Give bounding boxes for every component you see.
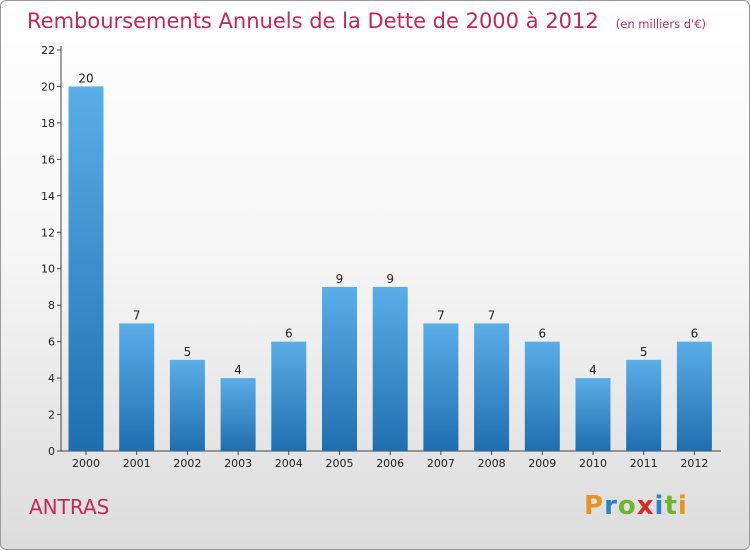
bars <box>68 86 712 452</box>
x-tick-label: 2006 <box>376 457 404 470</box>
data-label: 20 <box>78 71 93 85</box>
y-tick-label: 18 <box>41 117 55 130</box>
logo-letter: o <box>617 491 637 521</box>
y-tick-label: 0 <box>48 445 55 458</box>
bar <box>169 359 205 451</box>
y-tick-label: 10 <box>41 263 55 276</box>
data-label: 9 <box>336 272 344 286</box>
logo-letter: t <box>664 491 678 521</box>
x-tick-label: 2011 <box>630 457 658 470</box>
x-tick-label: 2000 <box>72 457 100 470</box>
data-label: 6 <box>691 327 699 341</box>
x-tick-label: 2004 <box>275 457 303 470</box>
bar <box>474 323 510 451</box>
data-label: 7 <box>133 308 141 322</box>
bar <box>423 323 459 451</box>
logo-letter: r <box>604 491 618 521</box>
proxiti-logo: Proxiti <box>584 491 688 521</box>
data-label: 6 <box>285 327 293 341</box>
logo-letter: i <box>654 491 665 521</box>
x-tick-label: 2005 <box>326 457 354 470</box>
bar <box>626 359 662 451</box>
x-tick-label: 2008 <box>478 457 506 470</box>
y-tick-label: 6 <box>48 336 55 349</box>
bar <box>575 378 611 451</box>
data-label: 7 <box>488 308 496 322</box>
y-tick-label: 12 <box>41 226 55 239</box>
bar <box>676 341 712 451</box>
x-tick-label: 2012 <box>680 457 708 470</box>
x-tick-label: 2003 <box>224 457 252 470</box>
labels: 2000 20 2001 7 2002 5 2003 4 2004 6 2005 9 2006 9 2007… <box>72 71 708 470</box>
x-tick-label: 2002 <box>173 457 201 470</box>
y-tick-label: 14 <box>41 190 55 203</box>
y-tick-label: 4 <box>48 372 55 385</box>
bar <box>372 286 408 451</box>
data-label: 4 <box>234 363 242 377</box>
bar <box>119 323 155 451</box>
logo-letter: x <box>636 491 655 521</box>
data-label: 7 <box>437 308 445 322</box>
bar <box>322 286 357 451</box>
y-tick-label: 16 <box>41 153 55 166</box>
y-tick-label: 20 <box>41 80 55 93</box>
data-label: 6 <box>538 327 546 341</box>
y-tick-label: 22 <box>41 44 55 57</box>
x-tick-label: 2009 <box>528 457 556 470</box>
x-tick-label: 2007 <box>427 457 455 470</box>
y-tick-label: 2 <box>48 409 55 422</box>
bar <box>524 341 560 451</box>
commune-name: ANTRAS <box>29 495 110 519</box>
chart-title: Remboursements Annuels de la Dette de 20… <box>27 9 599 33</box>
x-tick-label: 2010 <box>579 457 607 470</box>
bar <box>271 341 307 451</box>
logo-letter: P <box>584 491 605 521</box>
y-tick-label: 8 <box>48 299 55 312</box>
x-tick-label: 2001 <box>123 457 151 470</box>
data-label: 9 <box>386 272 394 286</box>
bar <box>220 378 256 451</box>
logo-letter: i <box>677 491 688 521</box>
data-label: 4 <box>589 363 597 377</box>
bar <box>68 86 104 452</box>
chart-unit: (en milliers d'€) <box>615 17 706 31</box>
data-label: 5 <box>184 345 192 359</box>
title-row: Remboursements Annuels de la Dette de 20… <box>27 9 706 33</box>
data-label: 5 <box>640 345 648 359</box>
